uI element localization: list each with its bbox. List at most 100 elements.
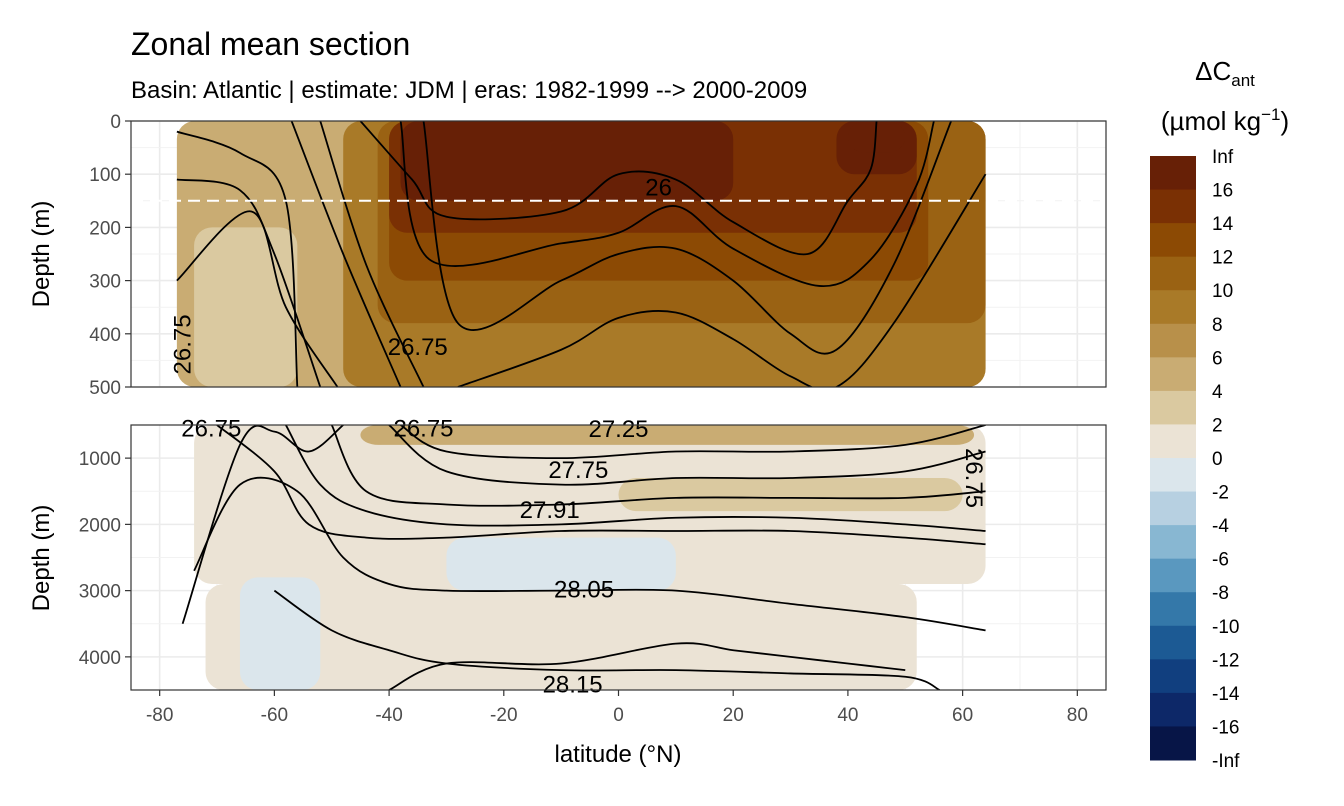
contour-label: 26.75 (960, 448, 987, 508)
colorbar-label: 6 (1212, 348, 1223, 369)
contour-label: 28.05 (554, 576, 614, 603)
colorbar-label: -14 (1212, 684, 1240, 705)
contour-label: 27.91 (520, 497, 580, 524)
x-tick-label: -60 (261, 705, 288, 726)
colorbar-swatch (1150, 592, 1196, 627)
y-tick-label: 300 (89, 272, 121, 293)
colorbar-label: -2 (1212, 483, 1229, 504)
colorbar-swatch (1150, 156, 1196, 191)
colorbar-label: 14 (1212, 214, 1234, 235)
colorbar-swatch (1150, 323, 1196, 358)
panel-lower-fills (194, 425, 986, 690)
colorbar-label: -6 (1212, 550, 1229, 571)
colorbar-label: 0 (1212, 449, 1223, 470)
colorbar-swatch (1150, 726, 1196, 761)
contour-label: 27.25 (588, 416, 648, 443)
panel-upper-fills (176, 121, 986, 387)
colorbar-label: 4 (1212, 382, 1223, 403)
y-axis-label-lower: Depth (m) (28, 505, 55, 612)
colorbar-label: -8 (1212, 583, 1229, 604)
isopycnal-contour (399, 121, 935, 287)
x-tick-label: 80 (1067, 705, 1088, 726)
panel-upper-contours (176, 121, 987, 387)
panel-lower-contours (181, 425, 986, 690)
isopycnal-contour (319, 121, 425, 387)
colorbar-label: 10 (1212, 281, 1233, 302)
colorbar-labels: Inf 16 14 12 10 8 6 4 2 0 -2 -4 -6 -8 -10 -12 -14 -16 -Inf (1212, 147, 1240, 772)
contour-label: 26.75 (181, 415, 241, 442)
y-tick-label: 200 (89, 218, 121, 239)
panel-lower: 26.75 26.75 27.2527.7527.9128.0528.1526.75… (79, 415, 1107, 699)
chart-subtitle: Basin: Atlantic | estimate: JDM | eras: … (131, 77, 807, 104)
y-tick-label: 500 (89, 378, 121, 399)
colorbar-swatch (1150, 491, 1196, 526)
colorbar-swatch (1150, 558, 1196, 593)
colorbar-title: ΔCant (1195, 56, 1255, 90)
colorbar-label: 8 (1212, 315, 1223, 336)
contour-label: 27.75 (548, 457, 608, 484)
colorbar-swatch (1150, 692, 1196, 727)
x-tick-label: 60 (952, 705, 973, 726)
isopycnal-contour (422, 121, 952, 355)
panel-lower-contour-labels: 26.75 26.75 27.25 27.75 27.91 28.05 28.15 26.75 (181, 415, 987, 698)
colorbar-swatch (1150, 659, 1196, 694)
colorbar-swatch (1150, 525, 1196, 560)
x-axis-label: latitude (°N) (555, 741, 682, 768)
colorbar-label: -4 (1212, 516, 1229, 537)
y-tick-label: 1000 (79, 449, 121, 470)
filled-contour-band (194, 227, 298, 387)
panel-upper: 26 26.75 26.75 0 100 200 300 400 500 (89, 112, 1107, 399)
y-tick-label: 2000 (79, 515, 121, 536)
colorbar-swatch (1150, 189, 1196, 224)
colorbar-swatch (1150, 256, 1196, 291)
contour-label: 26.75 (388, 334, 448, 361)
isopycnal-contour (290, 121, 402, 387)
filled-contour-band (618, 478, 963, 512)
colorbar-swatch (1150, 223, 1196, 258)
colorbar-units: (µmol kg−1) (1161, 105, 1289, 136)
x-tick-label: -40 (375, 705, 402, 726)
filled-contour-band (239, 577, 321, 690)
x-axis-ticks: -80 -60 -40 -20 0 20 40 60 80 (146, 690, 1088, 726)
colorbar-label: -10 (1212, 617, 1239, 638)
panel-upper-contour-labels: 26 26.75 26.75 (170, 175, 672, 375)
isopycnal-contour (176, 210, 339, 387)
y-tick-label: 3000 (79, 582, 121, 603)
y-tick-label: 0 (110, 112, 121, 133)
contour-label: 26.75 (393, 415, 453, 442)
isopycnal-contour (273, 589, 941, 690)
colorbar-label: -12 (1212, 650, 1239, 671)
filled-contour-band (446, 537, 676, 591)
colorbar-label: 12 (1212, 248, 1233, 269)
y-tick-label: 100 (89, 165, 121, 186)
x-tick-label: 0 (613, 705, 624, 726)
filled-contour-band (205, 584, 917, 690)
contour-label: 26 (645, 175, 672, 202)
colorbar-label: -16 (1212, 717, 1239, 738)
isopycnal-contour (457, 173, 987, 387)
panel-lower-y-ticks: 1000 2000 3000 4000 (79, 449, 131, 669)
colorbar-label: 2 (1212, 415, 1223, 436)
colorbar-label: Inf (1212, 147, 1234, 168)
isopycnal-contour (193, 476, 986, 632)
colorbar-label: 16 (1212, 181, 1233, 202)
isopycnal-contour (388, 425, 986, 486)
isopycnal-contour (400, 425, 986, 460)
filled-contour-band (194, 425, 986, 584)
x-tick-label: -80 (146, 705, 173, 726)
chart-title: Zonal mean section (131, 26, 410, 62)
contour-label: 28.15 (543, 672, 603, 699)
filled-contour-band (847, 121, 906, 153)
colorbar-swatches (1150, 156, 1196, 761)
isopycnal-contour (216, 425, 986, 546)
x-tick-label: 20 (723, 705, 744, 726)
colorbar-swatch (1150, 357, 1196, 392)
colorbar-label: -Inf (1212, 751, 1240, 772)
colorbar-swatch (1150, 625, 1196, 660)
contour-label: 26.75 (170, 314, 197, 374)
isopycnal-contour (388, 642, 906, 690)
y-axis-label-upper: Depth (m) (28, 201, 55, 308)
isopycnal-contour (285, 425, 986, 532)
panel-upper-y-ticks: 0 100 200 300 400 500 (89, 112, 131, 399)
